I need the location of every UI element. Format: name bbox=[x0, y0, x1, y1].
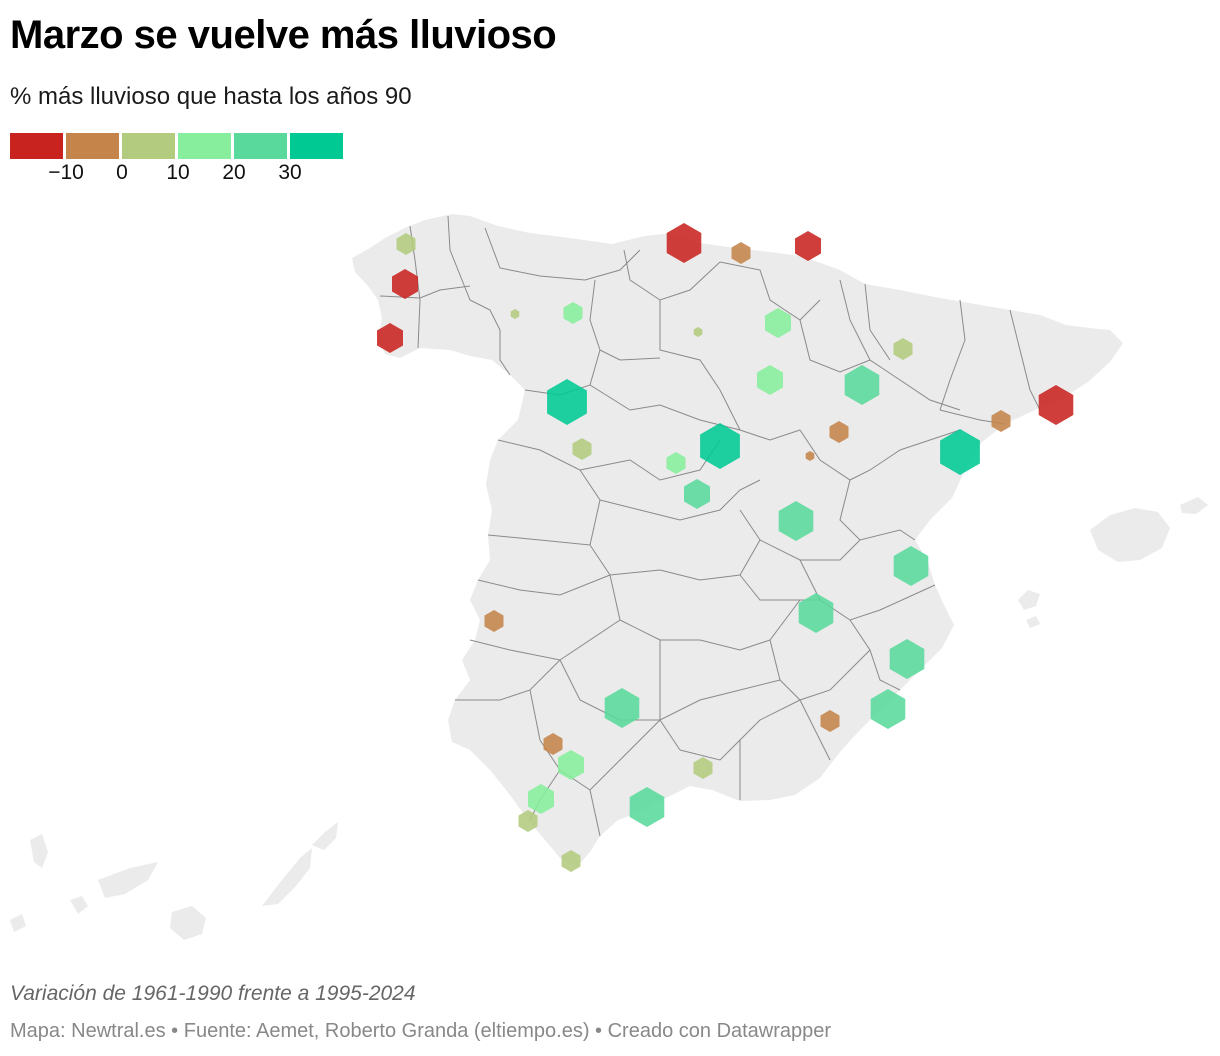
ibiza-shape bbox=[1018, 590, 1040, 610]
border-line bbox=[939, 299, 966, 411]
station-hexagon bbox=[666, 452, 686, 474]
station-hexagon bbox=[693, 327, 703, 337]
border-line bbox=[864, 283, 891, 361]
border-line bbox=[719, 389, 741, 431]
border-line bbox=[799, 429, 961, 481]
station-hexagon bbox=[518, 810, 538, 832]
legend-swatch bbox=[290, 133, 343, 159]
chart-subtitle: % más lluvioso que hasta los años 90 bbox=[10, 83, 412, 110]
chart-title: Marzo se vuelve más lluvioso bbox=[10, 13, 557, 57]
station-hexagon bbox=[765, 308, 791, 338]
station-hexagon bbox=[484, 610, 504, 632]
legend-tick: 20 bbox=[222, 161, 246, 184]
border-line bbox=[455, 659, 561, 701]
station-hexagon bbox=[1038, 385, 1074, 425]
el-hierro-shape bbox=[10, 914, 26, 932]
menorca-shape bbox=[1180, 497, 1208, 514]
spain-map bbox=[10, 214, 1208, 940]
formentera-shape bbox=[1026, 616, 1040, 628]
footer-credits: Mapa: Newtral.es • Fuente: Aemet, Robert… bbox=[10, 1020, 832, 1042]
border-line bbox=[589, 349, 601, 386]
station-hexagon bbox=[629, 787, 665, 827]
station-markers bbox=[377, 223, 1074, 872]
la-palma-shape bbox=[30, 834, 48, 868]
station-hexagon bbox=[731, 242, 751, 264]
legend-swatch bbox=[10, 133, 63, 159]
station-hexagon bbox=[991, 410, 1011, 432]
legend-swatch bbox=[122, 133, 175, 159]
station-hexagon bbox=[805, 451, 815, 461]
border-line bbox=[469, 619, 621, 661]
station-hexagon bbox=[558, 750, 584, 780]
border-line bbox=[529, 689, 661, 791]
border-line bbox=[477, 574, 611, 596]
station-hexagon bbox=[684, 479, 710, 509]
border-line bbox=[719, 261, 821, 321]
border-line bbox=[497, 439, 601, 501]
station-hexagon bbox=[893, 546, 929, 586]
station-hexagon bbox=[563, 302, 583, 324]
station-hexagon bbox=[893, 338, 913, 360]
border-line bbox=[447, 215, 511, 376]
footer-note: Variación de 1961-1990 frente a 1995-202… bbox=[10, 982, 416, 1005]
peninsula-shape bbox=[352, 214, 1123, 868]
legend-tick: 0 bbox=[116, 161, 128, 184]
station-hexagon bbox=[547, 379, 587, 425]
border-line bbox=[799, 699, 831, 761]
legend-swatch bbox=[234, 133, 287, 159]
station-hexagon bbox=[510, 309, 520, 319]
station-hexagon bbox=[666, 223, 702, 263]
station-hexagon bbox=[604, 688, 640, 728]
border-line bbox=[759, 539, 861, 561]
station-hexagon bbox=[396, 233, 416, 255]
station-hexagon bbox=[572, 438, 592, 460]
station-hexagon bbox=[693, 757, 713, 779]
tenerife-shape bbox=[98, 862, 158, 898]
station-hexagon bbox=[844, 365, 880, 405]
station-hexagon bbox=[798, 593, 834, 633]
border-line bbox=[484, 227, 641, 281]
border-line bbox=[799, 319, 871, 373]
legend-tick: −10 bbox=[48, 161, 84, 184]
station-hexagon bbox=[377, 323, 403, 353]
station-hexagon bbox=[820, 710, 840, 732]
legend-swatch bbox=[178, 133, 231, 159]
border-line bbox=[379, 285, 471, 299]
station-hexagon bbox=[543, 733, 563, 755]
legend-swatch bbox=[66, 133, 119, 159]
border-line bbox=[849, 619, 901, 691]
border-line bbox=[1009, 309, 1041, 411]
station-hexagon bbox=[528, 784, 554, 814]
mallorca-shape bbox=[1090, 508, 1170, 562]
border-line bbox=[599, 479, 761, 521]
border-line bbox=[487, 499, 601, 546]
station-hexagon bbox=[700, 423, 740, 469]
border-line bbox=[839, 279, 961, 411]
station-hexagon bbox=[940, 429, 980, 475]
gran-canaria-shape bbox=[170, 906, 206, 940]
station-hexagon bbox=[392, 269, 418, 299]
la-gomera-shape bbox=[70, 896, 88, 914]
lanzarote-shape bbox=[312, 822, 338, 850]
border-line bbox=[659, 300, 721, 391]
province-borders bbox=[379, 215, 1041, 837]
station-hexagon bbox=[757, 365, 783, 395]
station-hexagon bbox=[778, 501, 814, 541]
station-hexagon bbox=[889, 639, 925, 679]
legend-tick: 30 bbox=[278, 161, 302, 184]
land-group bbox=[10, 214, 1208, 940]
legend-tick: 10 bbox=[166, 161, 190, 184]
color-legend: −10 0 10 20 30 bbox=[10, 133, 350, 193]
station-hexagon bbox=[795, 231, 821, 261]
station-hexagon bbox=[561, 850, 581, 872]
station-hexagon bbox=[829, 421, 849, 443]
station-hexagon bbox=[870, 689, 906, 729]
fuerteventura-shape bbox=[262, 848, 312, 906]
border-line bbox=[589, 789, 601, 837]
